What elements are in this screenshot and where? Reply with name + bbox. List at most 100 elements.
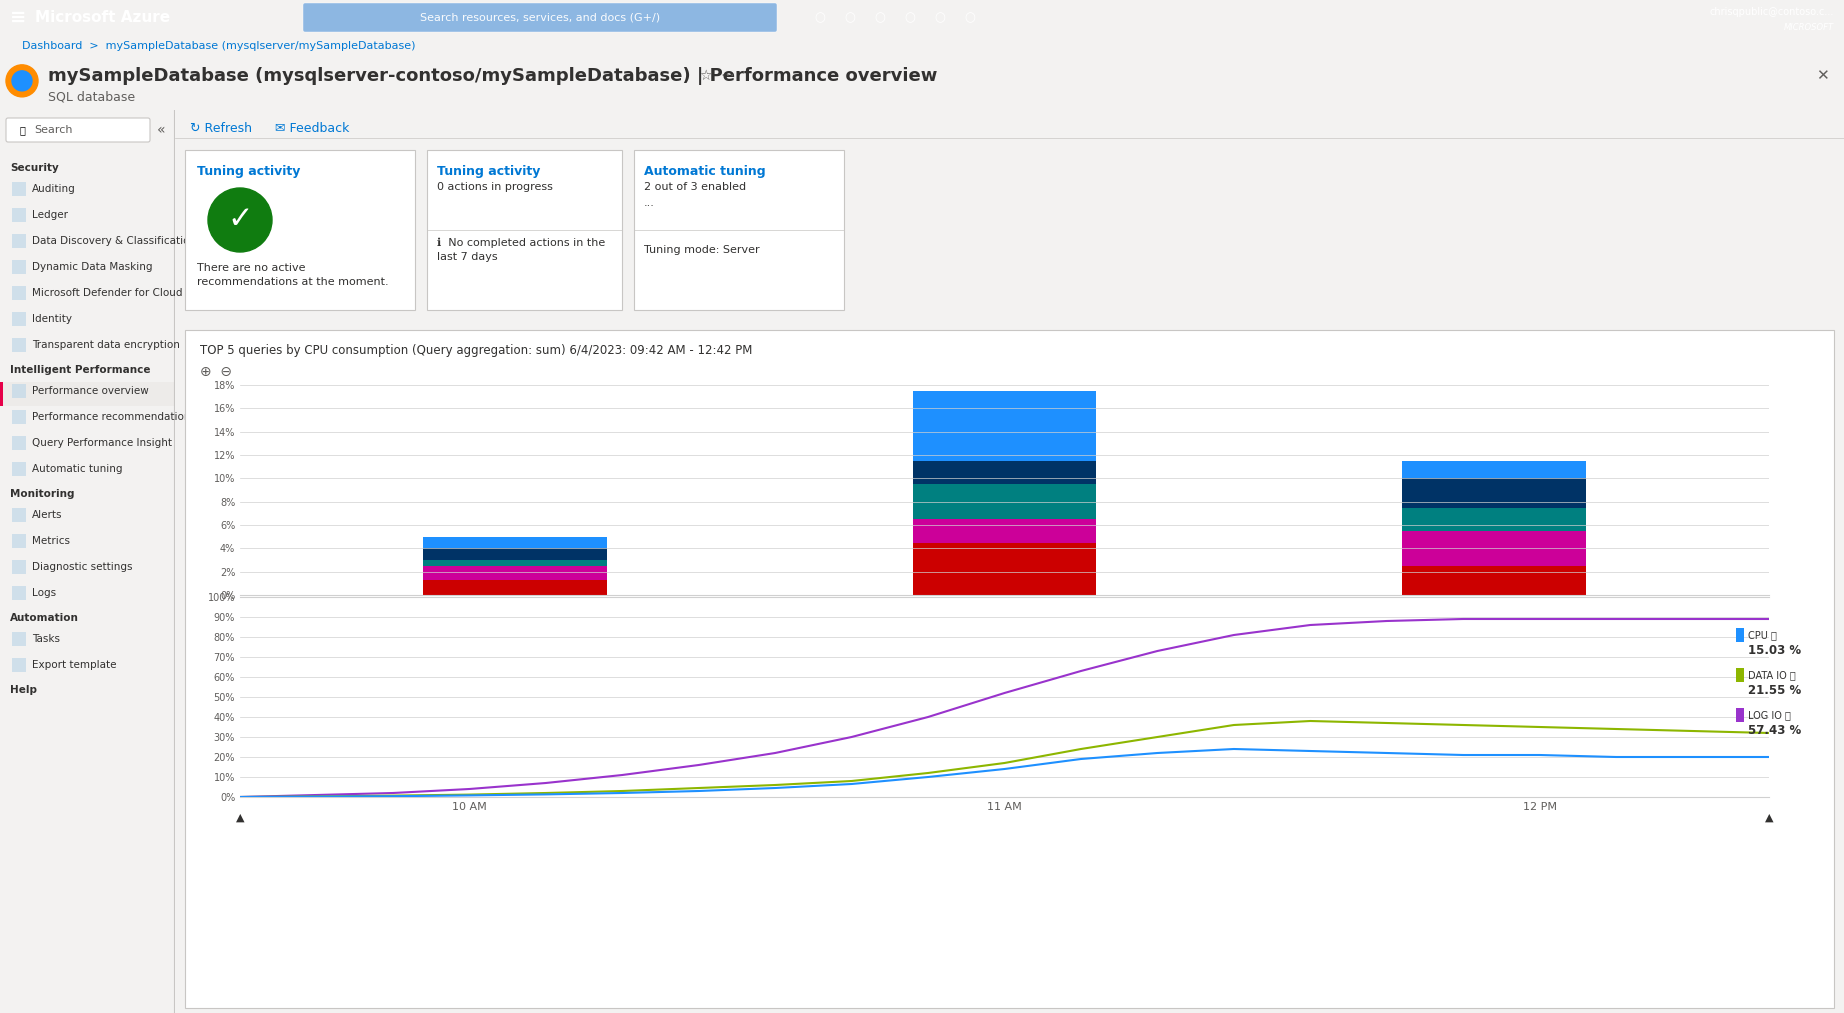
Text: Security: Security (9, 163, 59, 173)
Circle shape (6, 65, 39, 97)
Bar (0, 382, 173, 406)
Bar (13, 234, 26, 248)
Bar (913, 461, 1095, 484)
Text: Search: Search (33, 125, 72, 135)
Circle shape (208, 188, 273, 252)
Bar (424, 537, 607, 548)
Bar (1401, 566, 1586, 595)
Text: ↻ Refresh: ↻ Refresh (190, 122, 253, 135)
Bar (13, 508, 26, 522)
Text: Diagnostic settings: Diagnostic settings (31, 562, 133, 572)
Bar (1401, 508, 1586, 531)
Text: CPU ⓘ: CPU ⓘ (1748, 630, 1778, 640)
Bar (424, 560, 607, 566)
Bar (424, 579, 607, 595)
Text: ○: ○ (845, 11, 856, 24)
Text: Tasks: Tasks (31, 634, 61, 644)
Circle shape (13, 71, 31, 91)
Text: Search resources, services, and docs (G+/): Search resources, services, and docs (G+… (420, 12, 660, 22)
Text: Dashboard  >  mySampleDatabase (mysqlserver/mySampleDatabase): Dashboard > mySampleDatabase (mysqlserve… (22, 41, 415, 51)
Text: Transparent data encryption: Transparent data encryption (31, 340, 181, 350)
Text: ○: ○ (815, 11, 826, 24)
Bar (913, 484, 1095, 520)
Bar (13, 462, 26, 476)
Text: ⊕  ⊖: ⊕ ⊖ (199, 365, 232, 379)
Text: Data Discovery & Classification: Data Discovery & Classification (31, 236, 195, 246)
Bar (1735, 708, 1744, 722)
Bar (184, 150, 415, 310)
Bar (13, 410, 26, 424)
Text: Export template: Export template (31, 660, 116, 670)
Text: ○: ○ (905, 11, 915, 24)
Bar (1401, 461, 1586, 478)
Bar (13, 182, 26, 196)
Text: Tuning activity: Tuning activity (197, 165, 301, 178)
Bar (913, 543, 1095, 595)
Bar (13, 286, 26, 300)
Text: Dynamic Data Masking: Dynamic Data Masking (31, 262, 153, 272)
Bar (1735, 668, 1744, 682)
Bar (13, 208, 26, 222)
Text: Ledger: Ledger (31, 210, 68, 220)
Text: Help: Help (9, 685, 37, 695)
Bar (424, 548, 607, 560)
Bar (424, 566, 607, 579)
Text: ○: ○ (874, 11, 885, 24)
Bar (13, 436, 26, 450)
Bar (428, 150, 621, 310)
FancyBboxPatch shape (6, 118, 149, 142)
Text: LOG IO ⓘ: LOG IO ⓘ (1748, 710, 1791, 720)
Text: Automatic tuning: Automatic tuning (31, 464, 122, 474)
Text: ✉ Feedback: ✉ Feedback (275, 122, 349, 135)
Text: 2 out of 3 enabled: 2 out of 3 enabled (644, 182, 747, 192)
Bar (13, 384, 26, 398)
Text: ○: ○ (964, 11, 975, 24)
Text: Auditing: Auditing (31, 184, 76, 194)
Text: Metrics: Metrics (31, 536, 70, 546)
Text: Alerts: Alerts (31, 510, 63, 520)
Bar (13, 658, 26, 672)
Text: Tuning activity: Tuning activity (437, 165, 540, 178)
Text: 21.55 %: 21.55 % (1748, 684, 1802, 697)
Text: Performance recommendations: Performance recommendations (31, 412, 195, 422)
Text: mySampleDatabase (mysqlserver-contoso/mySampleDatabase) | Performance overview: mySampleDatabase (mysqlserver-contoso/my… (48, 67, 937, 84)
Text: chrisqpublic@contoso.c...: chrisqpublic@contoso.c... (1709, 7, 1835, 17)
Text: «: « (157, 123, 164, 137)
Bar (1401, 531, 1586, 566)
Text: ℹ  No completed actions in the
last 7 days: ℹ No completed actions in the last 7 day… (437, 238, 605, 262)
Text: ✓: ✓ (227, 205, 253, 234)
Bar (913, 520, 1095, 543)
Text: 57.43 %: 57.43 % (1748, 723, 1802, 736)
Text: Performance overview: Performance overview (31, 386, 149, 396)
Text: ▲: ▲ (1765, 813, 1774, 823)
Text: ...: ... (644, 198, 655, 208)
Text: 15.03 %: 15.03 % (1748, 643, 1802, 656)
Bar (13, 260, 26, 274)
Text: Intelligent Performance: Intelligent Performance (9, 365, 151, 375)
Bar (13, 560, 26, 574)
Text: ✕: ✕ (1816, 68, 1829, 83)
Bar (634, 150, 845, 310)
Text: Tuning mode: Server: Tuning mode: Server (644, 245, 760, 255)
Text: ○: ○ (935, 11, 946, 24)
Text: Monitoring: Monitoring (9, 489, 74, 499)
Text: SQL database: SQL database (48, 90, 135, 103)
Text: 🔍: 🔍 (20, 125, 26, 135)
Text: Query Performance Insight: Query Performance Insight (31, 438, 171, 448)
Bar (13, 632, 26, 646)
Text: Automation: Automation (9, 613, 79, 623)
Text: Logs: Logs (31, 588, 55, 598)
Text: Automatic tuning: Automatic tuning (644, 165, 765, 178)
Bar (1401, 478, 1586, 508)
Text: MICROSOFT: MICROSOFT (1783, 23, 1835, 32)
Text: Microsoft Defender for Cloud: Microsoft Defender for Cloud (31, 288, 183, 298)
Bar (13, 312, 26, 326)
Bar (13, 534, 26, 548)
Text: There are no active
recommendations at the moment.: There are no active recommendations at t… (197, 263, 389, 287)
Bar (0, 382, 4, 406)
Bar (184, 330, 1835, 1008)
FancyBboxPatch shape (302, 3, 776, 32)
Bar (913, 391, 1095, 461)
Text: DATA IO ⓘ: DATA IO ⓘ (1748, 670, 1796, 680)
Text: 0 actions in progress: 0 actions in progress (437, 182, 553, 192)
